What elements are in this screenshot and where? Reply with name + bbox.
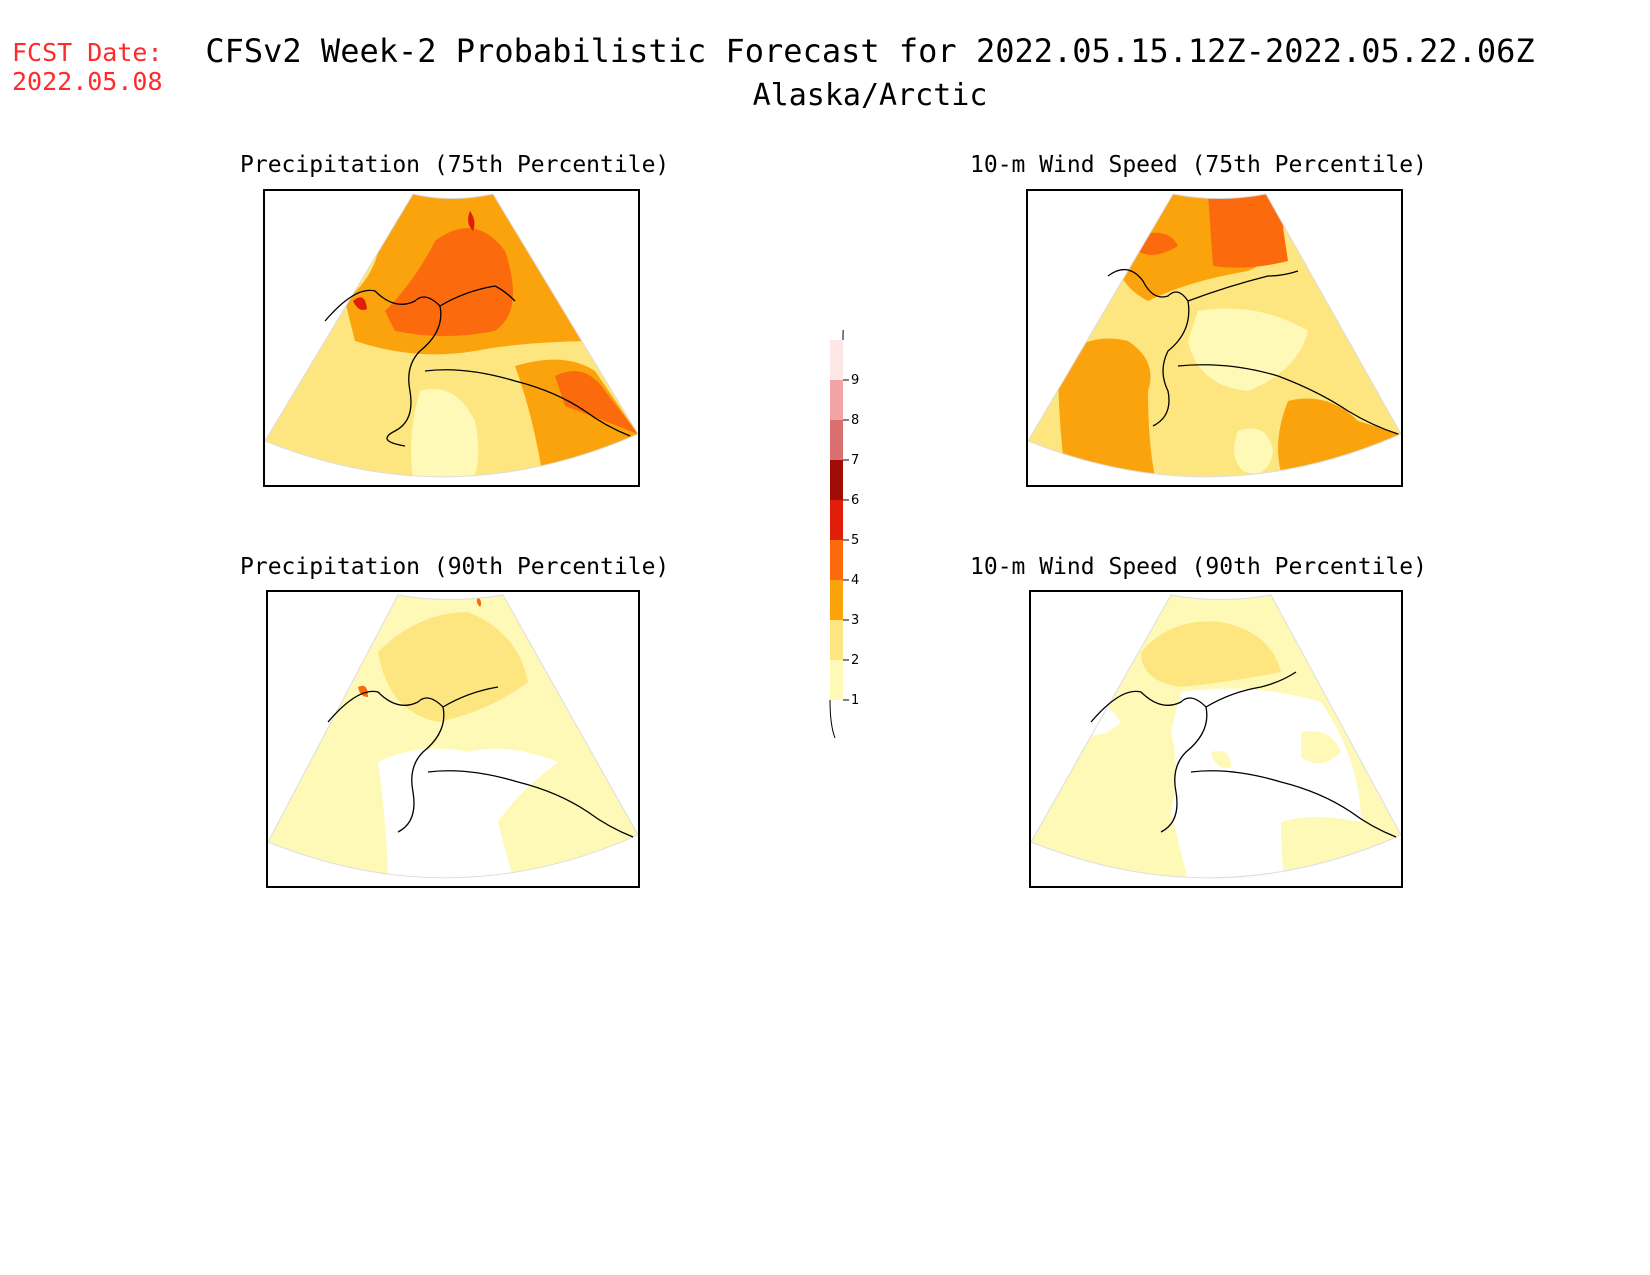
colorbar-bottom-arrow (829, 699, 836, 739)
fcst-date-line1: FCST Date: (12, 38, 163, 67)
colorbar-tick-label: 50 (851, 533, 860, 548)
colorbar-tick-label: 60 (851, 493, 860, 508)
colorbar-swatch (830, 460, 843, 500)
colorbar-tick-label: 40 (851, 573, 860, 588)
colorbar-tick-label: 80 (851, 413, 860, 428)
colorbar-tick-label: 10 (851, 693, 860, 708)
page-title: CFSv2 Week-2 Probabilistic Forecast for … (205, 32, 1535, 70)
colorbar-swatch (830, 660, 843, 700)
colorbar-swatch (830, 380, 843, 420)
panel-title-wind-90: 10-m Wind Speed (90th Percentile) (970, 554, 1427, 580)
colorbar-swatch (830, 580, 843, 620)
colorbar-svg: 10 20 30 40 50 60 70 80 90 (829, 330, 860, 739)
colorbar-swatch (830, 620, 843, 660)
colorbar-tick-label: 70 (851, 453, 860, 468)
colorbar-swatch (830, 340, 843, 380)
colorbar-swatch (830, 500, 843, 540)
map-wind-75 (1028, 193, 1401, 478)
region-subtitle: Alaska/Arctic (752, 78, 988, 113)
fcst-date-label: FCST Date: 2022.05.08 (12, 38, 163, 96)
map-wind-90 (1031, 594, 1401, 879)
colorbar-swatch (830, 420, 843, 460)
colorbar-tick-label: 20 (851, 653, 860, 668)
map-panel-precip-75 (263, 189, 640, 487)
map-panel-precip-90 (266, 590, 640, 888)
colorbar-tick-label: 90 (851, 373, 860, 388)
map-precip-90 (268, 594, 638, 879)
panel-title-wind-75: 10-m Wind Speed (75th Percentile) (970, 152, 1427, 178)
panel-title-precip-90: Precipitation (90th Percentile) (240, 554, 670, 580)
colorbar-top-arrow (842, 330, 844, 341)
map-precip-75 (265, 193, 638, 478)
fcst-date-line2: 2022.05.08 (12, 67, 163, 96)
colorbar: 10 20 30 40 50 60 70 80 90 (800, 330, 860, 750)
map-panel-wind-75 (1026, 189, 1403, 487)
colorbar-swatch (830, 540, 843, 580)
colorbar-tick-label: 30 (851, 613, 860, 628)
panel-title-precip-75: Precipitation (75th Percentile) (240, 152, 670, 178)
map-panel-wind-90 (1029, 590, 1403, 888)
